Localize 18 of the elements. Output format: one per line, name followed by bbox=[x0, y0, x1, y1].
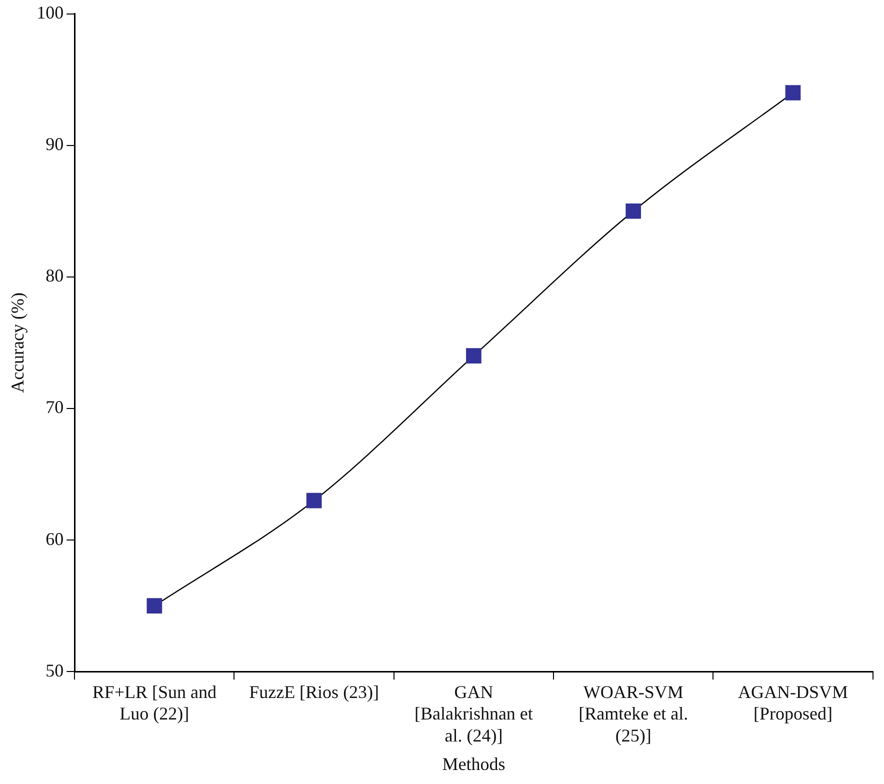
y-axis-title: Accuracy (%) bbox=[8, 292, 28, 393]
x-axis-title: Methods bbox=[442, 754, 506, 774]
point bbox=[466, 348, 482, 364]
y-tick-label: 90 bbox=[46, 134, 64, 154]
x-tick-label: WOAR-SVM [Ramteke et al. (25)] bbox=[578, 682, 688, 746]
y-tick-label: 70 bbox=[46, 397, 64, 418]
point bbox=[306, 492, 322, 508]
x-tick-label: FuzzE [Rios (23)] bbox=[249, 682, 380, 702]
y-tick-label: 50 bbox=[46, 660, 64, 680]
y-tick-label: 80 bbox=[46, 266, 64, 286]
point bbox=[146, 598, 162, 614]
x-tick-label: AGAN-DSVM [Proposed] bbox=[738, 682, 848, 724]
x-tick-label: RF+LR [Sun and Luo (22)] bbox=[92, 682, 217, 724]
x-tick-label: GAN [Balakrishnan et al. (24)] bbox=[414, 682, 533, 746]
point bbox=[626, 203, 642, 219]
y-tick-label: 60 bbox=[46, 528, 64, 549]
y-tick-label: 100 bbox=[36, 2, 64, 23]
point bbox=[785, 85, 801, 100]
